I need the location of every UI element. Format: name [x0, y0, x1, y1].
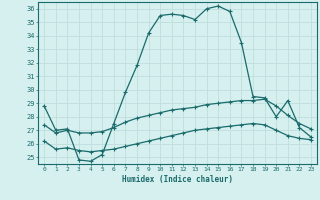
X-axis label: Humidex (Indice chaleur): Humidex (Indice chaleur): [122, 175, 233, 184]
